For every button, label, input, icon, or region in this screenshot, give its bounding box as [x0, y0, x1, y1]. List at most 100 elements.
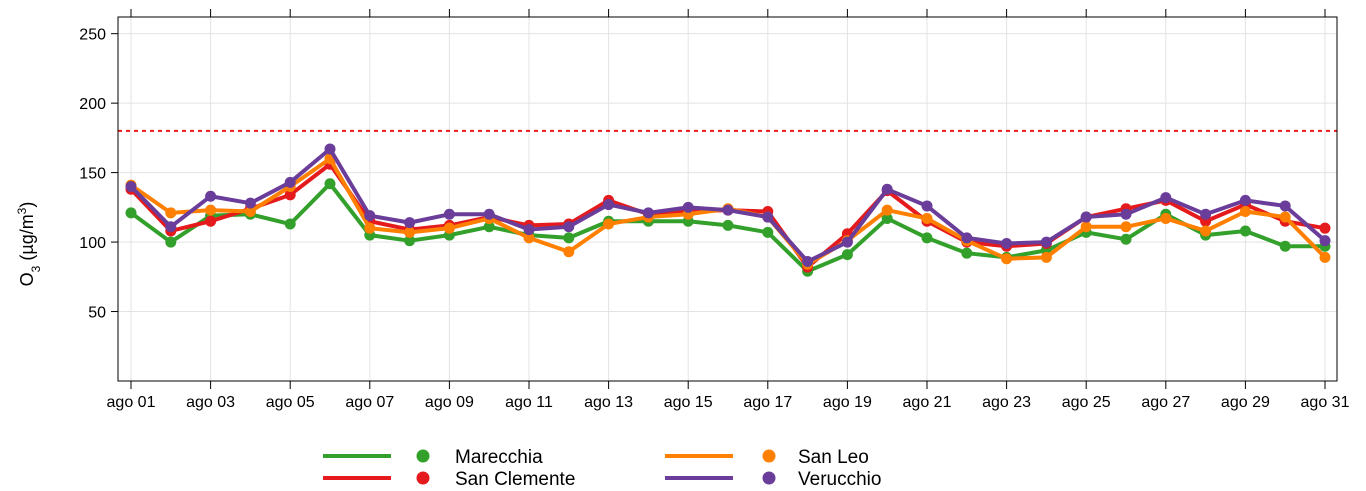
data-point — [642, 207, 654, 219]
legend-item: Marecchia — [323, 447, 543, 468]
data-point — [284, 176, 296, 188]
x-tick-label: ago 01 — [107, 394, 156, 411]
data-point — [244, 197, 256, 209]
y-axis-title: O3 (µg/m3) — [15, 202, 43, 287]
data-point — [1160, 212, 1172, 224]
data-point — [1279, 240, 1291, 252]
data-point — [1279, 200, 1291, 212]
x-tick-label: ago 03 — [186, 394, 235, 411]
data-point — [364, 222, 376, 234]
data-point — [682, 201, 694, 213]
y-tick-label: 200 — [79, 96, 106, 113]
data-point — [1239, 225, 1251, 237]
data-point — [1120, 233, 1132, 245]
data-point — [165, 236, 177, 248]
data-point — [1239, 194, 1251, 206]
data-point — [802, 256, 814, 268]
y-tick-label: 100 — [79, 235, 106, 252]
y-tick-label: 150 — [79, 166, 106, 183]
x-tick-label: ago 21 — [903, 394, 952, 411]
data-point — [443, 208, 455, 220]
data-point — [324, 143, 336, 155]
data-point — [722, 204, 734, 216]
series-verucchio — [125, 143, 1331, 268]
x-tick-label: ago 07 — [345, 394, 394, 411]
legend-item: Verucchio — [665, 469, 881, 490]
data-point — [1001, 237, 1013, 249]
series-marecchia — [125, 178, 1331, 277]
data-point — [841, 249, 853, 261]
y-axis-title-unit: (µg/m — [17, 214, 37, 265]
data-point — [881, 212, 893, 224]
data-point — [1200, 208, 1212, 220]
data-point — [244, 206, 256, 218]
legend-marker — [762, 449, 776, 463]
data-point — [165, 207, 177, 219]
data-point — [1040, 236, 1052, 248]
data-point — [483, 221, 495, 233]
data-point — [404, 235, 416, 247]
data-point — [284, 189, 296, 201]
data-point — [1080, 211, 1092, 223]
plot-frame — [117, 16, 1338, 382]
data-point — [881, 183, 893, 195]
data-point — [523, 224, 535, 236]
data-point — [921, 200, 933, 212]
data-point — [205, 190, 217, 202]
data-point — [483, 208, 495, 220]
data-point — [364, 210, 376, 222]
y-axis-title-sub: 3 — [29, 265, 43, 272]
data-point — [125, 180, 137, 192]
data-point — [563, 232, 575, 244]
data-point — [205, 204, 217, 216]
data-point — [841, 236, 853, 248]
legend-label: Marecchia — [455, 447, 543, 468]
data-point — [443, 222, 455, 234]
legend-marker — [762, 471, 776, 485]
data-point — [762, 211, 774, 223]
x-tick-label: ago 23 — [982, 394, 1031, 411]
data-point — [563, 246, 575, 258]
y-axis-title-close: ) — [17, 202, 37, 208]
data-point — [961, 247, 973, 259]
y-tick-label: 50 — [88, 305, 106, 322]
x-tick-label: ago 15 — [664, 394, 713, 411]
data-point — [722, 219, 734, 231]
data-point — [961, 232, 973, 244]
legend-item: San Clemente — [323, 469, 575, 490]
data-point — [1001, 253, 1013, 265]
x-tick-label: ago 17 — [743, 394, 792, 411]
legend-marker — [416, 471, 430, 485]
data-point — [1279, 211, 1291, 223]
x-axis: ago 01 ago 03 ago 05 ago 07 ago 09 ago 11 ago … — [107, 9, 1350, 411]
y-tick-label: 250 — [79, 27, 106, 44]
data-point — [165, 221, 177, 233]
x-tick-label: ago 05 — [266, 394, 315, 411]
data-point — [603, 199, 615, 211]
data-point — [1120, 208, 1132, 220]
grid-lines — [118, 17, 1337, 381]
y-axis: 50 100 150 200 250 — [79, 27, 118, 322]
data-point — [921, 232, 933, 244]
y-axis-title-base: O — [17, 272, 37, 286]
data-point — [1319, 251, 1331, 263]
legend-label: San Clemente — [455, 469, 575, 490]
x-tick-label: ago 29 — [1221, 394, 1270, 411]
x-tick-label: ago 09 — [425, 394, 474, 411]
legend-item: San Leo — [665, 447, 869, 468]
data-point — [404, 226, 416, 238]
data-point — [284, 218, 296, 230]
data-point — [563, 221, 575, 233]
data-point — [921, 212, 933, 224]
data-point — [1160, 192, 1172, 204]
data-point — [1319, 235, 1331, 247]
data-point — [1120, 221, 1132, 233]
data-point — [1200, 225, 1212, 237]
data-point — [205, 215, 217, 227]
data-point — [523, 232, 535, 244]
data-point — [1040, 251, 1052, 263]
series-line — [129, 162, 1327, 270]
x-tick-label: ago 31 — [1301, 394, 1350, 411]
